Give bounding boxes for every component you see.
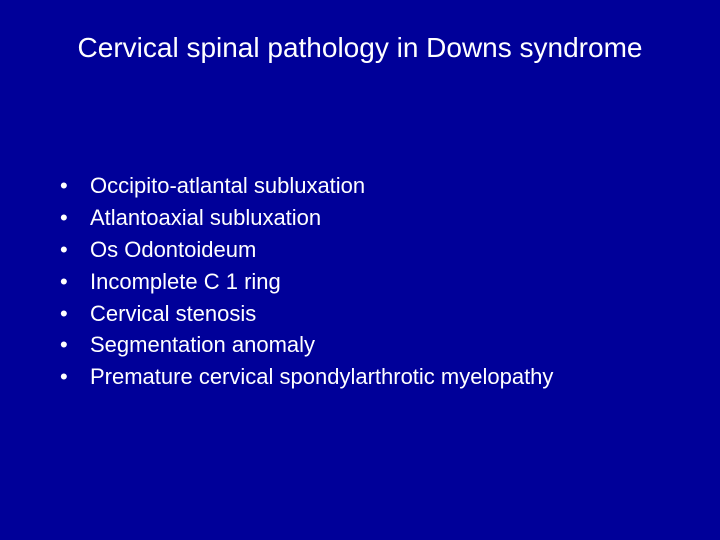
list-item: • Segmentation anomaly: [60, 329, 680, 361]
list-item-text: Cervical stenosis: [90, 298, 680, 330]
list-item-text: Segmentation anomaly: [90, 329, 680, 361]
list-item: • Premature cervical spondylarthrotic my…: [60, 361, 680, 393]
bullet-icon: •: [60, 361, 90, 393]
bullet-icon: •: [60, 266, 90, 298]
list-item-text: Premature cervical spondylarthrotic myel…: [90, 361, 680, 393]
list-item: • Cervical stenosis: [60, 298, 680, 330]
bullet-icon: •: [60, 298, 90, 330]
list-item: • Os Odontoideum: [60, 234, 680, 266]
list-item: • Occipito-atlantal subluxation: [60, 170, 680, 202]
list-item-text: Occipito-atlantal subluxation: [90, 170, 680, 202]
bullet-list: • Occipito-atlantal subluxation • Atlant…: [60, 170, 680, 393]
list-item-text: Os Odontoideum: [90, 234, 680, 266]
bullet-icon: •: [60, 329, 90, 361]
bullet-icon: •: [60, 234, 90, 266]
list-item: • Atlantoaxial subluxation: [60, 202, 680, 234]
list-item-text: Incomplete C 1 ring: [90, 266, 680, 298]
slide-title: Cervical spinal pathology in Downs syndr…: [0, 32, 720, 64]
list-item: • Incomplete C 1 ring: [60, 266, 680, 298]
bullet-icon: •: [60, 202, 90, 234]
slide: Cervical spinal pathology in Downs syndr…: [0, 0, 720, 540]
bullet-icon: •: [60, 170, 90, 202]
list-item-text: Atlantoaxial subluxation: [90, 202, 680, 234]
